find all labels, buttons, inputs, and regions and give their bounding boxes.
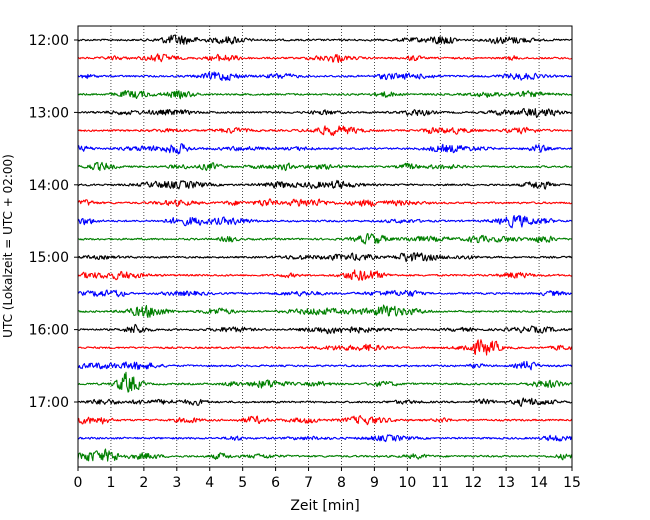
seismic-trace [77,198,573,207]
y-tick-label: 12:00 [29,33,69,49]
x-tick-label: 0 [74,475,83,491]
seismic-trace [77,143,573,155]
seismic-trace [77,448,573,462]
x-tick-label: 9 [370,475,379,491]
seismic-trace [77,252,573,263]
seismic-traces [77,34,573,462]
y-axis-label: UTC (Lokalzeit = UTC + 02:00) [1,154,15,338]
x-tick-label: 10 [398,475,416,491]
seismic-trace [77,107,573,119]
seismic-trace [77,269,573,281]
seismic-trace [77,89,573,100]
x-tick-label: 11 [431,475,449,491]
seismic-trace [77,304,573,318]
seismic-trace [77,53,573,64]
seismic-trace [77,371,573,393]
plot-frame [77,25,573,468]
x-tick-label: 4 [205,475,214,491]
seismic-trace [77,125,573,137]
x-tick-label: 7 [304,475,313,491]
seismic-trace [77,161,573,172]
seismic-trace [77,323,573,335]
seismic-trace [77,415,573,426]
x-axis-ticks: 0 1 2 3 4 5 6 7 8 9 10 11 12 13 14 15 [74,467,581,491]
x-tick-label: 8 [337,475,346,491]
x-tick-label: 6 [271,475,280,491]
seismic-trace [77,233,573,245]
x-tick-label: 5 [238,475,247,491]
seismic-trace [77,339,573,356]
y-tick-label: 16:00 [29,323,69,339]
seismic-trace [77,34,573,45]
x-tick-label: 3 [172,475,181,491]
x-tick-label: 1 [106,475,115,491]
seismic-trace [77,179,573,190]
y-axis-ticks: 12:00 13:00 14:00 15:00 16:00 17:00 [29,33,78,411]
x-tick-label: 2 [139,475,148,491]
x-axis-label: Zeit [min] [290,498,359,514]
seismic-trace [77,289,573,298]
seismic-trace [77,71,573,82]
x-tick-label: 13 [497,475,515,491]
x-tick-label: 14 [530,475,548,491]
y-tick-label: 13:00 [29,105,69,121]
y-tick-label: 15:00 [29,250,69,266]
seismic-trace [77,214,573,229]
seismic-trace [77,397,573,407]
seismic-trace [77,434,573,443]
x-tick-label: 12 [464,475,482,491]
x-tick-label: 15 [563,475,581,491]
y-tick-label: 17:00 [29,395,69,411]
seismic-trace [77,360,573,371]
y-tick-label: 14:00 [29,178,69,194]
